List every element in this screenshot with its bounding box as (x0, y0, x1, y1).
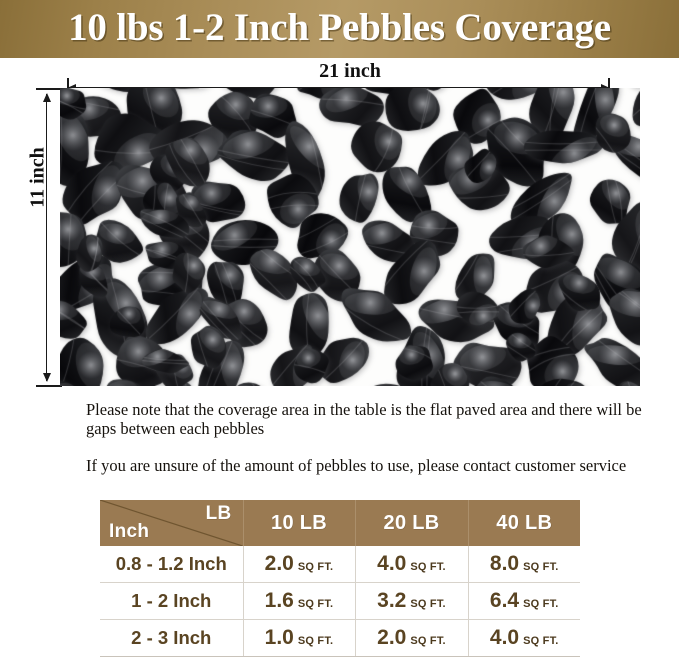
coverage-value: 4.0 (489, 626, 520, 649)
coverage-value: 2.0 (264, 552, 294, 575)
coverage-table: LB Inch 10 LB 20 LB 40 LB 0.8 - 1.2 Inch… (100, 500, 580, 657)
column-header-20lb: 20 LB (355, 500, 469, 546)
pebble-canvas (60, 88, 640, 386)
row-label-size: 1 - 2 Inch (100, 582, 244, 620)
cell-coverage: 8.0 SQ FT. (468, 546, 580, 583)
coverage-value: 1.0 (264, 626, 294, 649)
coverage-value: 1.6 (264, 589, 294, 612)
corner-label-inch: Inch (109, 521, 150, 542)
diagonal-divider-icon (100, 500, 242, 546)
height-dimension-arrow (42, 93, 51, 382)
cell-coverage: 4.0 SQ FT. (355, 546, 469, 583)
table-row: 1 - 2 Inch 1.6 SQ FT. 3.2 SQ FT. 6.4 SQ FT. (100, 582, 580, 620)
corner-label-lb: LB (205, 503, 232, 524)
cell-coverage: 2.0 SQ FT. (243, 546, 356, 583)
coverage-unit: SQ FT. (410, 635, 446, 647)
table-row: 2 - 3 Inch 1.0 SQ FT. 2.0 SQ FT. 4.0 SQ FT. (100, 619, 580, 657)
coverage-unit: SQ FT. (410, 598, 446, 610)
coverage-table-wrapper: LB Inch 10 LB 20 LB 40 LB 0.8 - 1.2 Inch… (100, 500, 580, 657)
table-header: LB Inch 10 LB 20 LB 40 LB (100, 500, 580, 546)
note-coverage-area: Please note that the coverage area in th… (86, 400, 642, 438)
notes-section: Please note that the coverage area in th… (86, 400, 646, 475)
row-label-size: 2 - 3 Inch (100, 619, 244, 657)
height-tick-bottom (36, 385, 62, 387)
coverage-unit: SQ FT. (523, 561, 559, 573)
coverage-value: 8.0 (489, 552, 520, 575)
coverage-value: 2.0 (377, 626, 407, 649)
cell-coverage: 4.0 SQ FT. (468, 619, 580, 657)
cell-coverage: 1.0 SQ FT. (243, 619, 356, 657)
black-pebbles-photo (60, 88, 640, 386)
cell-coverage: 2.0 SQ FT. (355, 619, 469, 657)
table-row: 0.8 - 1.2 Inch 2.0 SQ FT. 4.0 SQ FT. 8.0 SQ… (100, 546, 580, 583)
row-label-size: 0.8 - 1.2 Inch (100, 546, 244, 583)
coverage-value: 4.0 (377, 552, 407, 575)
coverage-unit: SQ FT. (297, 598, 334, 610)
coverage-unit: SQ FT. (297, 635, 334, 647)
column-header-10lb: 10 LB (243, 500, 356, 546)
width-dimension-label: 21 inch (319, 60, 381, 82)
coverage-unit: SQ FT. (523, 635, 559, 647)
coverage-unit: SQ FT. (410, 561, 446, 573)
table-corner-cell: LB Inch (100, 500, 244, 546)
photo-dimension-block: 21 inch 11 inch (0, 58, 679, 398)
height-tick-top (36, 88, 62, 90)
table-body: 0.8 - 1.2 Inch 2.0 SQ FT. 4.0 SQ FT. 8.0 SQ… (100, 546, 580, 657)
coverage-value: 3.2 (377, 589, 407, 612)
width-dimension-arrow (67, 83, 610, 92)
page-title: 10 lbs 1-2 Inch Pebbles Coverage (68, 6, 611, 50)
header-banner: 10 lbs 1-2 Inch Pebbles Coverage (0, 0, 679, 58)
coverage-value: 6.4 (489, 589, 520, 612)
column-header-40lb: 40 LB (468, 500, 580, 546)
cell-coverage: 6.4 SQ FT. (468, 582, 580, 620)
coverage-unit: SQ FT. (523, 598, 559, 610)
note-contact-service: If you are unsure of the amount of pebbl… (86, 456, 627, 475)
table-header-row: LB Inch 10 LB 20 LB 40 LB (100, 500, 580, 546)
coverage-unit: SQ FT. (297, 561, 334, 573)
cell-coverage: 3.2 SQ FT. (355, 582, 469, 620)
cell-coverage: 1.6 SQ FT. (243, 582, 356, 620)
